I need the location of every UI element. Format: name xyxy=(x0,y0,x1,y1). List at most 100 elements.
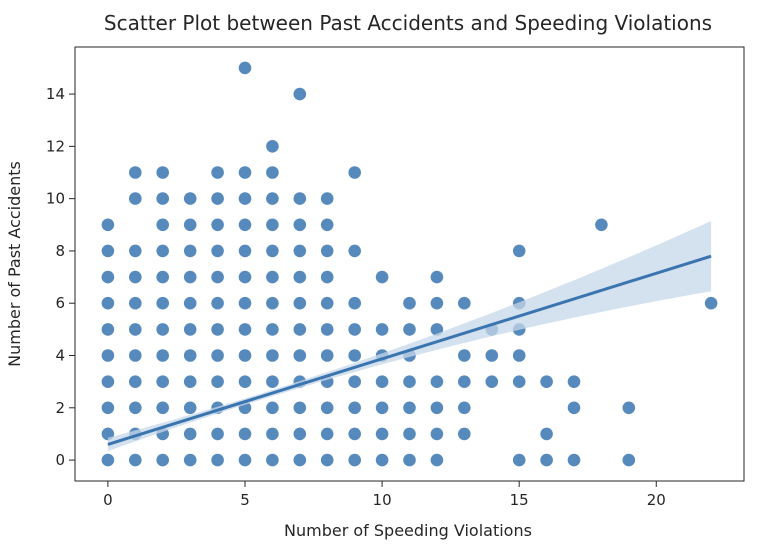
x-tick-label: 10 xyxy=(373,491,392,509)
scatter-point xyxy=(403,401,416,415)
scatter-point xyxy=(156,401,169,415)
scatter-point xyxy=(266,349,279,362)
scatter-point xyxy=(704,296,718,310)
scatter-point xyxy=(293,192,307,205)
scatter-point xyxy=(266,166,279,179)
scatter-point xyxy=(430,401,444,415)
scatter-point xyxy=(348,401,362,415)
scatter-point xyxy=(266,323,279,336)
scatter-point xyxy=(375,401,389,415)
scatter-point xyxy=(266,296,279,310)
y-tick-label: 4 xyxy=(55,347,65,365)
scatter-point xyxy=(595,218,608,232)
scatter-point xyxy=(458,401,471,415)
x-tick-label: 0 xyxy=(103,491,113,509)
scatter-point xyxy=(540,427,553,441)
scatter-point xyxy=(156,375,169,389)
scatter-point xyxy=(348,349,362,362)
scatter-point xyxy=(211,349,224,362)
scatter-point xyxy=(348,427,362,441)
chart-title: Scatter Plot between Past Accidents and … xyxy=(104,11,712,35)
scatter-point xyxy=(320,453,334,467)
regression-line xyxy=(107,254,712,446)
scatter-point xyxy=(129,401,142,415)
scatter-point xyxy=(129,296,142,310)
scatter-point xyxy=(211,270,224,284)
scatter-point xyxy=(430,296,444,310)
scatter-point xyxy=(320,218,334,232)
scatter-point xyxy=(320,401,334,415)
scatter-point xyxy=(375,375,389,389)
scatter-point xyxy=(320,192,334,205)
scatter-point xyxy=(266,427,279,441)
scatter-point xyxy=(266,453,279,467)
plot-frame xyxy=(74,46,745,482)
scatter-point xyxy=(183,244,197,258)
scatter-point xyxy=(512,375,526,389)
scatter-point xyxy=(238,244,252,258)
scatter-point xyxy=(238,427,252,441)
scatter-point xyxy=(293,87,307,101)
scatter-point xyxy=(238,166,252,179)
scatter-point xyxy=(238,323,252,336)
scatter-point xyxy=(458,349,471,362)
scatter-point xyxy=(238,270,252,284)
scatter-point xyxy=(458,427,471,441)
scatter-point xyxy=(430,453,444,467)
scatter-point xyxy=(211,244,224,258)
scatter-point xyxy=(129,375,142,389)
scatter-point xyxy=(293,427,307,441)
scatter-point xyxy=(183,427,197,441)
scatter-point xyxy=(211,218,224,232)
scatter-point xyxy=(293,296,307,310)
scatter-point xyxy=(238,375,252,389)
plot-area xyxy=(101,61,718,467)
scatter-point xyxy=(348,296,362,310)
scatter-point xyxy=(320,270,334,284)
scatter-point xyxy=(156,349,169,362)
scatter-point xyxy=(348,453,362,467)
scatter-point xyxy=(403,453,416,467)
scatter-point xyxy=(129,192,142,205)
scatter-point xyxy=(266,244,279,258)
scatter-point xyxy=(403,427,416,441)
scatter-point xyxy=(622,453,636,467)
scatter-point xyxy=(293,401,307,415)
scatter-point xyxy=(183,349,197,362)
scatter-point xyxy=(183,323,197,336)
scatter-point xyxy=(211,192,224,205)
scatter-point xyxy=(238,218,252,232)
scatter-point xyxy=(101,296,115,310)
scatter-point xyxy=(238,296,252,310)
y-tick-label: 10 xyxy=(46,190,65,208)
scatter-point xyxy=(211,453,224,467)
scatter-point xyxy=(101,349,115,362)
scatter-point xyxy=(540,375,553,389)
x-tick-label: 15 xyxy=(510,491,529,509)
scatter-point xyxy=(238,192,252,205)
x-tick-label: 20 xyxy=(647,491,666,509)
scatter-point xyxy=(375,427,389,441)
scatter-point xyxy=(266,192,279,205)
scatter-point xyxy=(183,401,197,415)
scatter-point xyxy=(403,375,416,389)
scatter-point xyxy=(348,244,362,258)
scatter-point xyxy=(567,401,581,415)
scatter-point xyxy=(238,453,252,467)
scatter-point xyxy=(512,244,526,258)
scatter-point xyxy=(129,244,142,258)
scatter-point xyxy=(320,323,334,336)
scatter-point xyxy=(129,349,142,362)
scatter-point xyxy=(183,375,197,389)
scatter-point xyxy=(320,427,334,441)
scatter-point xyxy=(238,349,252,362)
scatter-point xyxy=(348,166,362,179)
scatter-point xyxy=(211,166,224,179)
scatter-point xyxy=(156,323,169,336)
scatter-point xyxy=(320,244,334,258)
scatter-point xyxy=(101,453,115,467)
scatter-point xyxy=(458,296,471,310)
y-axis-label: Number of Past Accidents xyxy=(5,161,24,367)
scatter-point xyxy=(512,349,526,362)
